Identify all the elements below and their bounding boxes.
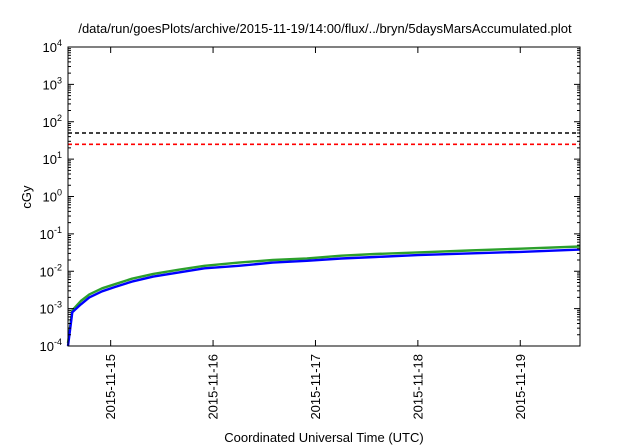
y-axis: 10-4 10-3 10-2 10-1 100 101 102 103 104 [40,38,580,354]
plot-lines [66,132,581,347]
y-tick-label-4: 100 [43,188,62,205]
series-line-0 [66,245,581,344]
y-tick-label-1: 10-3 [40,300,62,317]
y-tick-label-6: 102 [43,113,62,130]
plot-frame [67,46,581,347]
x-axis-label: Coordinated Universal Time (UTC) [224,430,423,445]
x-tick-label-1: 2015-11-16 [206,354,221,420]
x-tick-label-3: 2015-11-18 [410,354,425,420]
series-line-1 [66,248,581,347]
x-axis: 2015-11-15 2015-11-16 2015-11-17 2015-11-18… [103,47,528,420]
x-tick-label-0: 2015-11-15 [103,354,118,420]
y-tick-label-7: 103 [43,75,62,92]
chart-title: /data/run/goesPlots/archive/2015-11-19/1… [78,21,572,36]
y-tick-label-5: 101 [43,150,62,167]
y-tick-label-8: 104 [43,38,62,55]
y-axis-label: cGy [19,185,34,209]
y-tick-label-0: 10-4 [40,337,62,354]
y-tick-label-2: 10-2 [40,262,62,279]
x-tick-label-4: 2015-11-19 [513,354,528,420]
y-tick-label-3: 10-1 [40,225,62,242]
x-tick-label-2: 2015-11-17 [308,354,323,420]
